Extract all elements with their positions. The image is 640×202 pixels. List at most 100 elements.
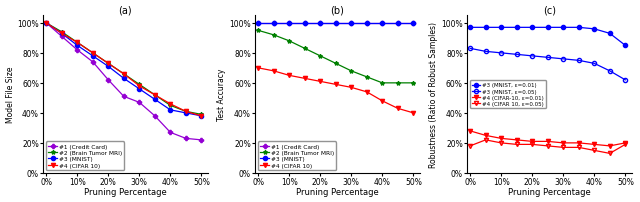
#4 (CIFAR 10, ε=0.05): [606, 153, 614, 155]
Line: #2 (Brain Tumor MRI): #2 (Brain Tumor MRI): [256, 29, 415, 85]
#4 (CIFAR 10): [301, 78, 308, 80]
#1 (Credit Card): [58, 36, 65, 38]
#2 (Brain Tumor MRI): [316, 55, 324, 58]
#3 (MNIST, ε=0.05): [544, 57, 552, 59]
#4 (CIFAR 10): [410, 112, 417, 115]
#4 (CIFAR 10, ε=0.05): [544, 145, 552, 147]
#2 (Brain Tumor MRI): [151, 94, 159, 97]
#3 (MNIST, ε=0.01): [559, 27, 567, 29]
#4 (CIFAR 10): [74, 42, 81, 44]
#1 (Credit Card): [285, 22, 293, 25]
#4 (CIFAR-10, ε=0.01): [467, 130, 474, 133]
#1 (Credit Card): [254, 22, 262, 25]
#4 (CIFAR 10): [151, 94, 159, 97]
#1 (Credit Card): [316, 22, 324, 25]
#3 (MNIST): [74, 45, 81, 47]
Line: #3 (MNIST): #3 (MNIST): [44, 22, 204, 118]
#3 (MNIST): [348, 22, 355, 25]
#3 (MNIST): [89, 55, 97, 58]
#4 (CIFAR 10): [136, 85, 143, 88]
#2 (Brain Tumor MRI): [332, 63, 340, 65]
#4 (CIFAR 10): [104, 63, 112, 65]
Title: (c): (c): [543, 5, 556, 16]
#1 (Credit Card): [89, 61, 97, 64]
#2 (Brain Tumor MRI): [89, 52, 97, 55]
#4 (CIFAR 10, ε=0.05): [559, 146, 567, 149]
#2 (Brain Tumor MRI): [58, 32, 65, 34]
#2 (Brain Tumor MRI): [198, 114, 205, 116]
#4 (CIFAR 10, ε=0.05): [482, 139, 490, 141]
Line: #3 (MNIST, ε=0.05): #3 (MNIST, ε=0.05): [468, 47, 627, 83]
X-axis label: Pruning Percentage: Pruning Percentage: [296, 187, 379, 197]
#2 (Brain Tumor MRI): [136, 84, 143, 86]
#4 (CIFAR 10): [332, 84, 340, 86]
#3 (MNIST, ε=0.01): [591, 28, 598, 31]
#2 (Brain Tumor MRI): [410, 82, 417, 85]
#3 (MNIST, ε=0.01): [497, 27, 505, 29]
#3 (MNIST): [166, 109, 174, 112]
#4 (CIFAR 10): [89, 52, 97, 55]
#1 (Credit Card): [120, 96, 127, 98]
#3 (MNIST): [270, 22, 278, 25]
#4 (CIFAR 10): [166, 103, 174, 106]
#3 (MNIST, ε=0.01): [544, 27, 552, 29]
#2 (Brain Tumor MRI): [104, 63, 112, 65]
#3 (MNIST): [332, 22, 340, 25]
Title: (b): (b): [330, 5, 344, 16]
#4 (CIFAR 10, ε=0.05): [467, 145, 474, 147]
#1 (Credit Card): [166, 132, 174, 134]
#1 (Credit Card): [74, 49, 81, 52]
#2 (Brain Tumor MRI): [254, 30, 262, 32]
#3 (MNIST, ε=0.01): [482, 27, 490, 29]
#1 (Credit Card): [394, 22, 402, 25]
#4 (CIFAR 10): [363, 91, 371, 94]
#2 (Brain Tumor MRI): [394, 82, 402, 85]
#3 (MNIST): [394, 22, 402, 25]
#3 (MNIST): [410, 22, 417, 25]
#3 (MNIST): [120, 78, 127, 80]
#4 (CIFAR 10, ε=0.05): [529, 143, 536, 146]
#1 (Credit Card): [301, 22, 308, 25]
#2 (Brain Tumor MRI): [120, 73, 127, 76]
#1 (Credit Card): [136, 102, 143, 104]
#4 (CIFAR-10, ε=0.01): [575, 142, 582, 144]
#4 (CIFAR-10, ε=0.01): [529, 140, 536, 143]
#3 (MNIST, ε=0.01): [467, 27, 474, 29]
#3 (MNIST, ε=0.05): [497, 52, 505, 55]
#3 (MNIST, ε=0.01): [621, 45, 629, 47]
#4 (CIFAR 10, ε=0.05): [497, 142, 505, 144]
#3 (MNIST, ε=0.01): [606, 33, 614, 35]
#2 (Brain Tumor MRI): [363, 76, 371, 79]
#1 (Credit Card): [151, 115, 159, 118]
Line: #4 (CIFAR 10, ε=0.05): #4 (CIFAR 10, ε=0.05): [468, 138, 627, 156]
#4 (CIFAR 10): [348, 87, 355, 89]
#4 (CIFAR-10, ε=0.01): [606, 145, 614, 147]
#1 (Credit Card): [410, 22, 417, 25]
Line: #3 (MNIST): #3 (MNIST): [256, 22, 415, 26]
#4 (CIFAR 10): [378, 100, 386, 103]
Line: #1 (Credit Card): #1 (Credit Card): [256, 22, 415, 26]
#3 (MNIST, ε=0.01): [513, 27, 520, 29]
#2 (Brain Tumor MRI): [42, 22, 50, 25]
Title: (a): (a): [118, 5, 132, 16]
#4 (CIFAR 10, ε=0.05): [591, 149, 598, 152]
#3 (MNIST, ε=0.05): [606, 70, 614, 73]
#2 (Brain Tumor MRI): [285, 40, 293, 43]
#4 (CIFAR 10): [120, 73, 127, 76]
#4 (CIFAR 10): [270, 70, 278, 73]
#4 (CIFAR-10, ε=0.01): [591, 143, 598, 146]
Y-axis label: Model File Size: Model File Size: [6, 66, 15, 123]
#1 (Credit Card): [182, 138, 189, 140]
#3 (MNIST): [285, 22, 293, 25]
Legend: #1 (Credit Card), #2 (Brain Tumor MRI), #3 (MNIST), #4 (CIFAR 10): #1 (Credit Card), #2 (Brain Tumor MRI), …: [46, 142, 124, 170]
#4 (CIFAR 10, ε=0.05): [575, 146, 582, 149]
#1 (Credit Card): [42, 22, 50, 25]
#4 (CIFAR-10, ε=0.01): [559, 142, 567, 144]
#2 (Brain Tumor MRI): [182, 111, 189, 113]
X-axis label: Pruning Percentage: Pruning Percentage: [84, 187, 167, 197]
#3 (MNIST): [151, 99, 159, 101]
Line: #2 (Brain Tumor MRI): #2 (Brain Tumor MRI): [44, 22, 204, 117]
#4 (CIFAR-10, ε=0.01): [621, 142, 629, 144]
Legend: #1 (Credit Card), #2 (Brain Tumor MRI), #3 (MNIST), #4 (CIFAR 10): #1 (Credit Card), #2 (Brain Tumor MRI), …: [258, 142, 337, 170]
#4 (CIFAR 10): [394, 108, 402, 110]
